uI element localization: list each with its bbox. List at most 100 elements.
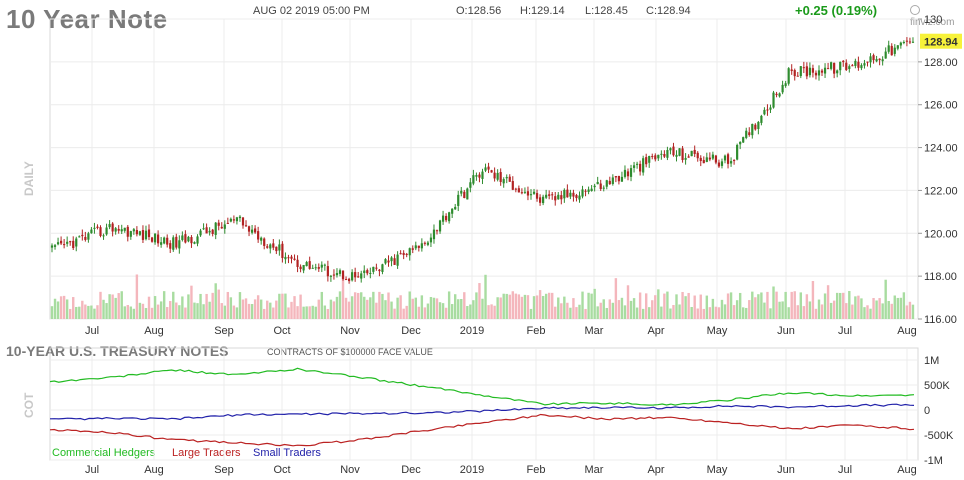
candle-body [590, 188, 593, 192]
volume-bar [84, 304, 87, 319]
candle-body [138, 231, 142, 235]
candle-body [247, 226, 251, 232]
volume-bar [132, 308, 136, 319]
candle-body [545, 194, 548, 198]
candle-body [372, 266, 375, 272]
candle-body [141, 230, 145, 240]
volume-bar [784, 291, 787, 319]
candle-body [538, 197, 542, 203]
candle-body [733, 160, 736, 162]
candle-body [360, 273, 363, 279]
volume-bar [772, 286, 775, 319]
candle-body [511, 181, 514, 190]
volume-bar [417, 306, 421, 319]
volume-bar [626, 285, 630, 319]
candle-body [341, 270, 345, 279]
volume-bar [81, 300, 84, 319]
volume-bar [735, 300, 739, 319]
volume-bar [460, 298, 463, 319]
candle-body [293, 258, 296, 260]
cot-month-label: Jul [838, 464, 852, 476]
candle-body [411, 248, 414, 250]
volume-bar [96, 305, 99, 319]
candle-body [329, 275, 333, 277]
candle-body [742, 137, 745, 143]
candle-body [905, 40, 909, 42]
volume-bar [247, 303, 251, 319]
candle-body [244, 225, 248, 227]
volume-bar [141, 303, 145, 319]
candle-body [308, 261, 311, 269]
volume-bar [863, 307, 866, 319]
candle-body [63, 244, 66, 246]
volume-bar [329, 299, 333, 319]
volume-bar [281, 293, 284, 319]
cot-tick-label: -1M [924, 455, 943, 467]
candle-body [502, 179, 505, 184]
cot-month-label: Apr [647, 464, 664, 476]
candle-body [681, 148, 684, 161]
high-value: H:129.14 [520, 5, 565, 17]
candle-body [726, 154, 730, 164]
volume-bar [323, 305, 327, 319]
candle-body [266, 246, 269, 248]
candle-body [75, 238, 78, 247]
candle-body [629, 168, 633, 177]
candle-body [238, 216, 242, 219]
candle-body [778, 93, 781, 97]
candle-body [908, 41, 912, 43]
candle-body [672, 146, 675, 156]
volume-bar [65, 299, 69, 319]
volume-bar [829, 302, 833, 319]
candle-body [326, 266, 329, 277]
datetime-label: AUG 02 2019 05:00 PM [253, 5, 370, 17]
volume-bar [799, 292, 802, 319]
candle-body [59, 240, 63, 244]
cot-month-label: Jul [85, 464, 99, 476]
cot-tick-label: 0 [924, 405, 930, 417]
volume-bar [466, 306, 469, 319]
candle-body [605, 180, 608, 187]
brand-link[interactable]: finviz.com [910, 5, 964, 28]
candle-body [105, 227, 108, 235]
volume-bar [135, 274, 139, 319]
volume-bar [572, 298, 575, 319]
candle-body [441, 215, 445, 222]
volume-bar [50, 306, 54, 319]
candle-body [144, 230, 148, 240]
candle-body [642, 158, 645, 173]
candle-body [335, 273, 339, 276]
candle-body [523, 191, 527, 193]
candle-body [872, 55, 875, 61]
volume-bar [244, 298, 248, 319]
candle-body [344, 279, 348, 281]
volume-bar [711, 298, 715, 319]
candle-body [763, 109, 766, 115]
candle-body [378, 269, 381, 272]
candle-body [460, 190, 463, 194]
volume-bar [514, 293, 518, 319]
cot-month-label: Jun [777, 464, 795, 476]
volume-bar [563, 296, 566, 319]
candle-body [660, 153, 663, 155]
volume-bar [505, 293, 508, 319]
candle-body [102, 235, 105, 237]
volume-bar [811, 280, 815, 319]
candle-body [469, 182, 472, 188]
candle-body [181, 235, 184, 240]
candle-body [823, 67, 827, 74]
volume-bar [760, 292, 763, 319]
candle-body [766, 109, 769, 111]
candle-body [520, 192, 523, 194]
candle-body [911, 41, 915, 43]
volume-bar [820, 304, 824, 319]
volume-bar [278, 293, 281, 319]
candle-body [508, 176, 511, 182]
candle-body [69, 241, 72, 243]
candle-body [817, 70, 821, 76]
volume-bar [156, 304, 160, 319]
volume-bar [78, 306, 81, 319]
candle-body [811, 68, 815, 73]
price-change: +0.25 (0.19%) [795, 3, 878, 18]
